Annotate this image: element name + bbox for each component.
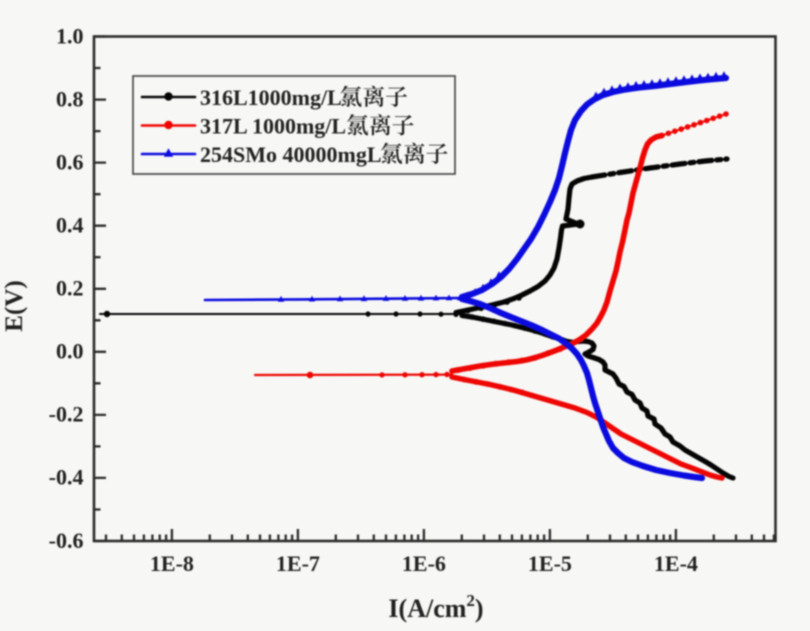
svg-text:E(V): E(V) bbox=[1, 280, 28, 331]
svg-text:1.0: 1.0 bbox=[56, 23, 84, 48]
svg-text:1E-6: 1E-6 bbox=[402, 551, 446, 576]
svg-text:-0.4: -0.4 bbox=[49, 465, 84, 490]
svg-text:254SMo 40000mgL: 254SMo 40000mgL bbox=[200, 142, 382, 167]
svg-text:1E-7: 1E-7 bbox=[276, 551, 320, 576]
svg-text:-0.2: -0.2 bbox=[49, 402, 84, 427]
svg-text:1E-8: 1E-8 bbox=[150, 551, 194, 576]
svg-text:317L 1000mg/L: 317L 1000mg/L bbox=[200, 114, 346, 139]
svg-text:0.6: 0.6 bbox=[56, 149, 84, 174]
svg-text:0.2: 0.2 bbox=[56, 276, 84, 301]
svg-text:0.8: 0.8 bbox=[56, 86, 84, 111]
svg-text:-0.6: -0.6 bbox=[49, 528, 84, 553]
svg-text:316L1000mg/L: 316L1000mg/L bbox=[200, 85, 342, 110]
svg-text:1E-5: 1E-5 bbox=[528, 551, 572, 576]
svg-text:1E-4: 1E-4 bbox=[654, 551, 698, 576]
svg-text:0.0: 0.0 bbox=[56, 339, 84, 364]
svg-text:0.4: 0.4 bbox=[56, 212, 84, 237]
